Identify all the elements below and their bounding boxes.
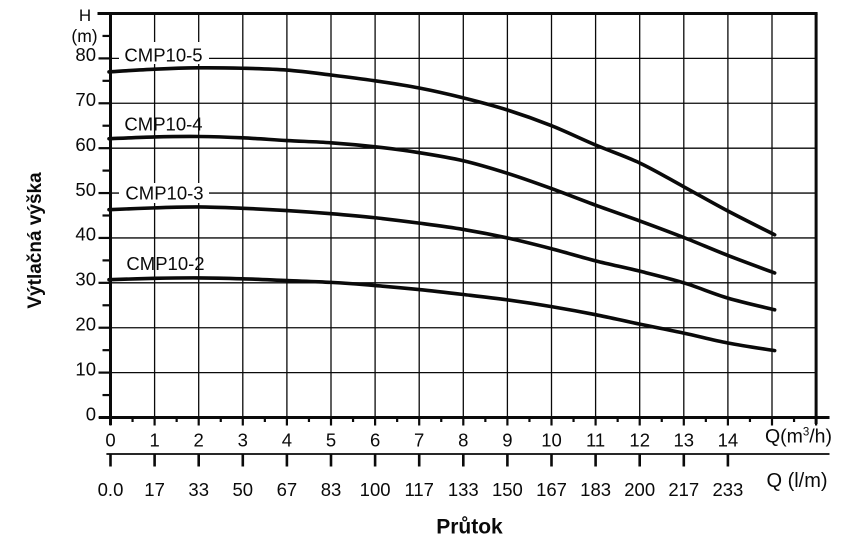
svg-text:3: 3 (238, 430, 248, 451)
svg-text:CMP10-4: CMP10-4 (124, 114, 202, 135)
svg-text:80: 80 (75, 44, 96, 65)
svg-text:183: 183 (580, 479, 611, 500)
svg-text:117: 117 (404, 479, 434, 500)
svg-text:10: 10 (75, 358, 96, 379)
svg-text:33: 33 (188, 479, 209, 500)
svg-text:200: 200 (624, 479, 655, 500)
svg-text:(m): (m) (71, 26, 97, 46)
svg-text:10: 10 (541, 430, 562, 451)
svg-text:150: 150 (492, 479, 523, 500)
svg-text:4: 4 (282, 430, 292, 451)
svg-text:5: 5 (326, 430, 336, 451)
svg-text:H: H (79, 6, 91, 25)
svg-text:1: 1 (149, 430, 159, 451)
svg-text:30: 30 (75, 269, 96, 290)
svg-text:0: 0 (86, 403, 96, 424)
svg-text:67: 67 (277, 479, 298, 500)
svg-text:40: 40 (75, 224, 96, 245)
svg-text:Výtlačná výška: Výtlačná výška (25, 172, 46, 309)
svg-text:CMP10-3: CMP10-3 (125, 183, 203, 204)
svg-text:CMP10-5: CMP10-5 (124, 45, 202, 66)
svg-text:14: 14 (718, 430, 739, 451)
svg-text:0.0: 0.0 (98, 479, 124, 500)
svg-text:83: 83 (321, 479, 342, 500)
svg-text:2: 2 (194, 430, 204, 451)
svg-text:100: 100 (360, 479, 391, 500)
svg-text:Q(m3/h): Q(m3/h) (765, 426, 832, 448)
svg-text:Q (l/m): Q (l/m) (766, 470, 827, 492)
svg-text:Průtok: Průtok (436, 516, 503, 539)
svg-text:12: 12 (629, 430, 650, 451)
svg-text:9: 9 (502, 430, 512, 451)
svg-text:20: 20 (75, 314, 96, 335)
svg-text:50: 50 (75, 179, 96, 200)
svg-text:6: 6 (370, 430, 380, 451)
svg-text:CMP10-2: CMP10-2 (126, 253, 204, 274)
svg-text:217: 217 (668, 479, 699, 500)
svg-text:0: 0 (105, 430, 115, 451)
svg-text:233: 233 (712, 479, 743, 500)
svg-text:50: 50 (233, 479, 254, 500)
svg-text:13: 13 (674, 430, 695, 451)
svg-text:133: 133 (448, 479, 479, 500)
svg-text:70: 70 (75, 89, 96, 110)
svg-text:167: 167 (536, 479, 567, 500)
svg-text:8: 8 (458, 430, 468, 451)
svg-text:17: 17 (144, 479, 165, 500)
svg-text:60: 60 (75, 134, 96, 155)
svg-text:7: 7 (414, 430, 424, 451)
svg-text:11: 11 (586, 430, 605, 451)
